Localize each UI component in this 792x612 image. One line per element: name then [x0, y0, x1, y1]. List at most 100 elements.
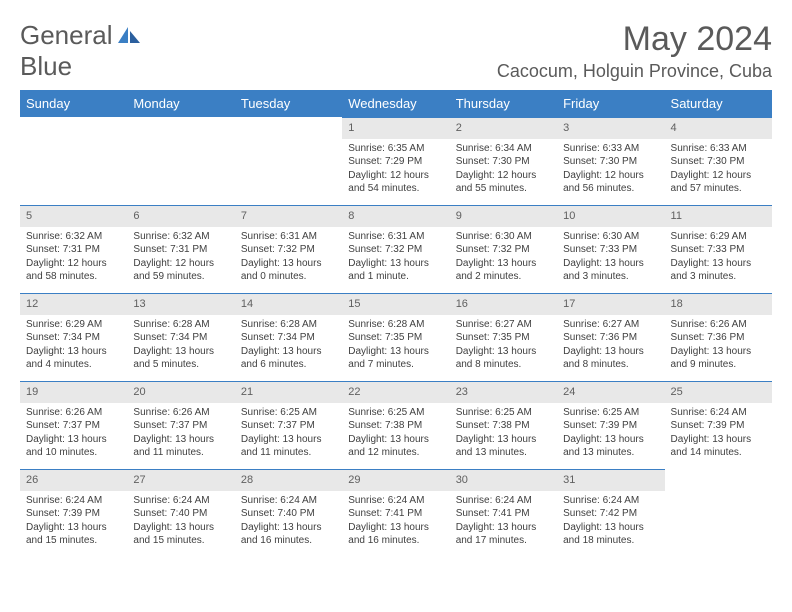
sunset-text: Sunset: 7:41 PM [456, 507, 551, 521]
sunrise-text: Sunrise: 6:30 AM [563, 230, 658, 244]
day-body: Sunrise: 6:27 AMSunset: 7:35 PMDaylight:… [450, 315, 557, 378]
daylight-text: Daylight: 13 hours and 6 minutes. [241, 345, 336, 372]
calendar-day-cell: 14Sunrise: 6:28 AMSunset: 7:34 PMDayligh… [235, 293, 342, 381]
sunset-text: Sunset: 7:29 PM [348, 155, 443, 169]
daylight-text: Daylight: 13 hours and 15 minutes. [26, 521, 121, 548]
sunrise-text: Sunrise: 6:24 AM [348, 494, 443, 508]
day-number: 21 [235, 381, 342, 403]
daylight-text: Daylight: 12 hours and 55 minutes. [456, 169, 551, 196]
weekday-header: Tuesday [235, 90, 342, 117]
daylight-text: Daylight: 13 hours and 9 minutes. [671, 345, 766, 372]
sunset-text: Sunset: 7:40 PM [241, 507, 336, 521]
title-block: May 2024 Cacocum, Holguin Province, Cuba [497, 20, 772, 82]
location: Cacocum, Holguin Province, Cuba [497, 61, 772, 82]
day-body: Sunrise: 6:24 AMSunset: 7:41 PMDaylight:… [342, 491, 449, 554]
calendar-day-cell: 3Sunrise: 6:33 AMSunset: 7:30 PMDaylight… [557, 117, 664, 205]
day-number: 13 [127, 293, 234, 315]
daylight-text: Daylight: 13 hours and 17 minutes. [456, 521, 551, 548]
calendar-day-cell: 7Sunrise: 6:31 AMSunset: 7:32 PMDaylight… [235, 205, 342, 293]
day-body: Sunrise: 6:28 AMSunset: 7:34 PMDaylight:… [127, 315, 234, 378]
day-body: Sunrise: 6:29 AMSunset: 7:34 PMDaylight:… [20, 315, 127, 378]
day-number: 23 [450, 381, 557, 403]
day-body: Sunrise: 6:24 AMSunset: 7:39 PMDaylight:… [20, 491, 127, 554]
daylight-text: Daylight: 13 hours and 12 minutes. [348, 433, 443, 460]
calendar-week-row: 12Sunrise: 6:29 AMSunset: 7:34 PMDayligh… [20, 293, 772, 381]
day-number: 26 [20, 469, 127, 491]
day-number: 12 [20, 293, 127, 315]
daylight-text: Daylight: 12 hours and 54 minutes. [348, 169, 443, 196]
day-body: Sunrise: 6:24 AMSunset: 7:42 PMDaylight:… [557, 491, 664, 554]
sunrise-text: Sunrise: 6:33 AM [671, 142, 766, 156]
day-number: 14 [235, 293, 342, 315]
sunset-text: Sunset: 7:37 PM [26, 419, 121, 433]
calendar-day-cell: 10Sunrise: 6:30 AMSunset: 7:33 PMDayligh… [557, 205, 664, 293]
sunrise-text: Sunrise: 6:28 AM [241, 318, 336, 332]
daylight-text: Daylight: 13 hours and 15 minutes. [133, 521, 228, 548]
daylight-text: Daylight: 13 hours and 16 minutes. [348, 521, 443, 548]
day-number: 10 [557, 205, 664, 227]
day-body: Sunrise: 6:26 AMSunset: 7:37 PMDaylight:… [127, 403, 234, 466]
day-body: Sunrise: 6:24 AMSunset: 7:41 PMDaylight:… [450, 491, 557, 554]
calendar-day-cell: 23Sunrise: 6:25 AMSunset: 7:38 PMDayligh… [450, 381, 557, 469]
daylight-text: Daylight: 13 hours and 3 minutes. [563, 257, 658, 284]
sunrise-text: Sunrise: 6:28 AM [133, 318, 228, 332]
day-body: Sunrise: 6:33 AMSunset: 7:30 PMDaylight:… [665, 139, 772, 202]
sunrise-text: Sunrise: 6:34 AM [456, 142, 551, 156]
day-number: 3 [557, 117, 664, 139]
calendar-day-cell: 15Sunrise: 6:28 AMSunset: 7:35 PMDayligh… [342, 293, 449, 381]
day-number: 28 [235, 469, 342, 491]
daylight-text: Daylight: 13 hours and 10 minutes. [26, 433, 121, 460]
sunset-text: Sunset: 7:37 PM [241, 419, 336, 433]
day-number: 4 [665, 117, 772, 139]
daylight-text: Daylight: 13 hours and 18 minutes. [563, 521, 658, 548]
logo-text: General Blue [20, 20, 141, 82]
weekday-header: Monday [127, 90, 234, 117]
calendar-day-cell [127, 117, 234, 205]
sunrise-text: Sunrise: 6:25 AM [456, 406, 551, 420]
calendar-day-cell [665, 469, 772, 557]
day-body: Sunrise: 6:31 AMSunset: 7:32 PMDaylight:… [235, 227, 342, 290]
calendar-day-cell: 31Sunrise: 6:24 AMSunset: 7:42 PMDayligh… [557, 469, 664, 557]
day-number: 31 [557, 469, 664, 491]
calendar-table: SundayMondayTuesdayWednesdayThursdayFrid… [20, 90, 772, 557]
sunrise-text: Sunrise: 6:32 AM [26, 230, 121, 244]
sunset-text: Sunset: 7:34 PM [26, 331, 121, 345]
sunrise-text: Sunrise: 6:27 AM [456, 318, 551, 332]
weekday-header-row: SundayMondayTuesdayWednesdayThursdayFrid… [20, 90, 772, 117]
sunrise-text: Sunrise: 6:35 AM [348, 142, 443, 156]
logo-line2: Blue [20, 51, 72, 81]
calendar-day-cell: 9Sunrise: 6:30 AMSunset: 7:32 PMDaylight… [450, 205, 557, 293]
day-body: Sunrise: 6:34 AMSunset: 7:30 PMDaylight:… [450, 139, 557, 202]
calendar-week-row: 5Sunrise: 6:32 AMSunset: 7:31 PMDaylight… [20, 205, 772, 293]
sunrise-text: Sunrise: 6:28 AM [348, 318, 443, 332]
sunset-text: Sunset: 7:35 PM [348, 331, 443, 345]
day-number: 19 [20, 381, 127, 403]
day-body: Sunrise: 6:28 AMSunset: 7:34 PMDaylight:… [235, 315, 342, 378]
sunrise-text: Sunrise: 6:31 AM [348, 230, 443, 244]
calendar-day-cell: 24Sunrise: 6:25 AMSunset: 7:39 PMDayligh… [557, 381, 664, 469]
weekday-header: Sunday [20, 90, 127, 117]
daylight-text: Daylight: 13 hours and 16 minutes. [241, 521, 336, 548]
daylight-text: Daylight: 13 hours and 11 minutes. [133, 433, 228, 460]
sunset-text: Sunset: 7:30 PM [456, 155, 551, 169]
day-number: 29 [342, 469, 449, 491]
daylight-text: Daylight: 12 hours and 57 minutes. [671, 169, 766, 196]
calendar-day-cell: 18Sunrise: 6:26 AMSunset: 7:36 PMDayligh… [665, 293, 772, 381]
sunrise-text: Sunrise: 6:33 AM [563, 142, 658, 156]
sunset-text: Sunset: 7:39 PM [563, 419, 658, 433]
day-number: 7 [235, 205, 342, 227]
weekday-header: Thursday [450, 90, 557, 117]
sunset-text: Sunset: 7:34 PM [241, 331, 336, 345]
day-number: 24 [557, 381, 664, 403]
sunset-text: Sunset: 7:38 PM [348, 419, 443, 433]
sunset-text: Sunset: 7:41 PM [348, 507, 443, 521]
day-body [235, 139, 342, 148]
month-title: May 2024 [497, 20, 772, 59]
calendar-day-cell: 25Sunrise: 6:24 AMSunset: 7:39 PMDayligh… [665, 381, 772, 469]
logo-sail-icon [117, 26, 141, 44]
daylight-text: Daylight: 13 hours and 5 minutes. [133, 345, 228, 372]
sunset-text: Sunset: 7:42 PM [563, 507, 658, 521]
calendar-day-cell: 17Sunrise: 6:27 AMSunset: 7:36 PMDayligh… [557, 293, 664, 381]
day-body [665, 491, 772, 500]
daylight-text: Daylight: 13 hours and 8 minutes. [456, 345, 551, 372]
